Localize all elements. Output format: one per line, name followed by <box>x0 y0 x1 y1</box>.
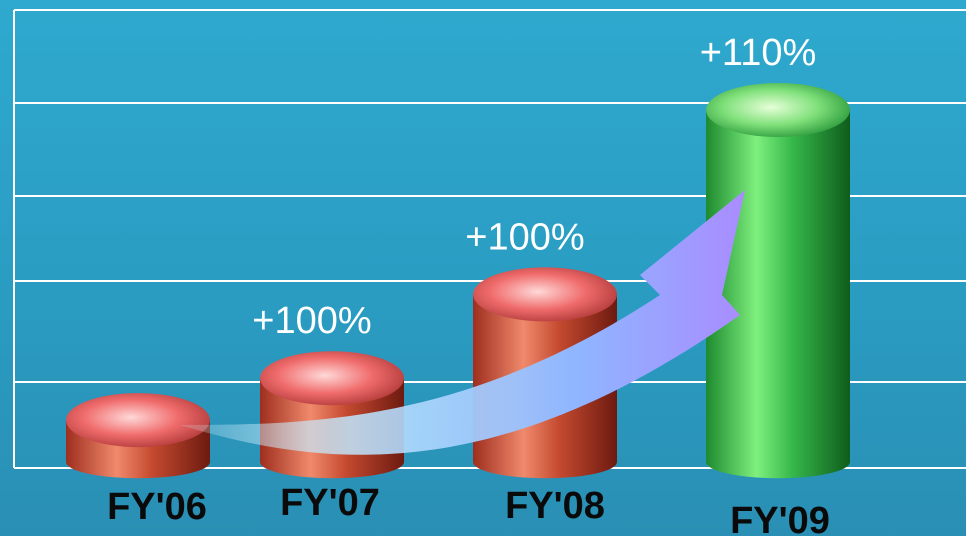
category-label: FY'08 <box>505 485 605 527</box>
bar-top <box>66 393 210 448</box>
growth-label: +100% <box>252 300 371 342</box>
bar-top <box>706 83 850 137</box>
labels: FY'06 +100% FY'07 +100% FY'08 +110% FY'09 <box>107 32 830 536</box>
bar-top <box>260 351 404 406</box>
category-label: FY'09 <box>730 500 830 536</box>
bar-body <box>706 110 850 479</box>
bar-3 <box>706 83 850 479</box>
bar-top <box>473 267 617 322</box>
growth-label: +100% <box>465 216 584 258</box>
growth-arrow <box>180 190 745 455</box>
category-label: FY'07 <box>280 482 380 524</box>
bar-0 <box>66 393 210 479</box>
category-label: FY'06 <box>107 486 207 528</box>
growth-label: +110% <box>700 32 817 74</box>
